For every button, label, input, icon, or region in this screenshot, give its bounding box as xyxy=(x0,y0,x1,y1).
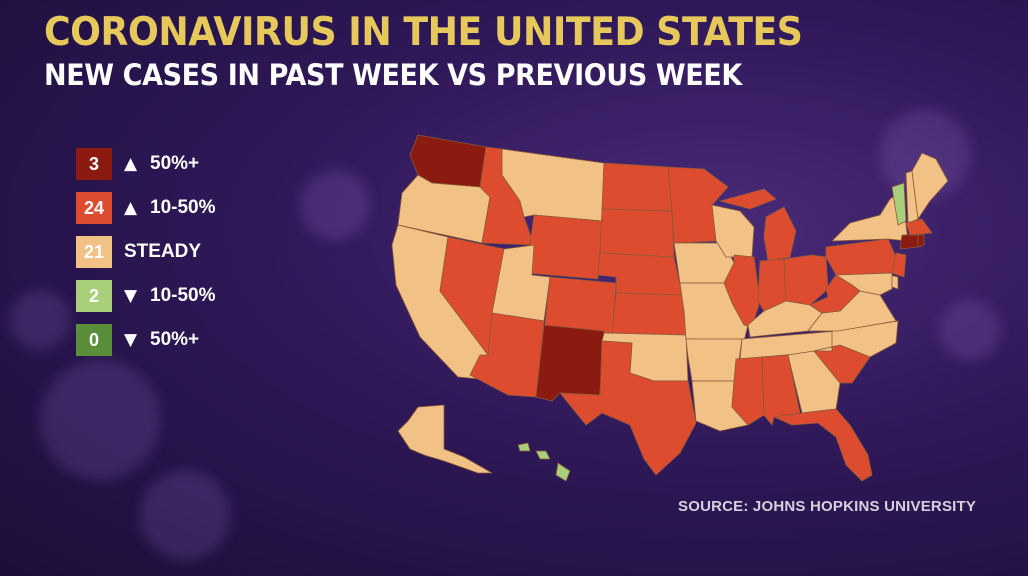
state-VT[interactable] xyxy=(891,182,907,226)
state-FL[interactable] xyxy=(773,408,873,482)
state-SD[interactable] xyxy=(599,208,675,258)
legend-item-down-50: 0 ▼ 50%+ xyxy=(76,324,216,356)
state-IL[interactable] xyxy=(723,254,761,328)
legend-swatch: 2 xyxy=(76,280,112,312)
down-arrow-icon: ▼ xyxy=(124,286,138,306)
legend-label: 10-50% xyxy=(150,285,216,306)
us-map xyxy=(391,134,949,482)
legend-item-up-10-50: 24 ▲ 10-50% xyxy=(76,192,216,224)
state-TX[interactable] xyxy=(559,340,697,476)
state-MI[interactable] xyxy=(719,188,797,262)
legend-item-down-10-50: 2 ▼ 10-50% xyxy=(76,280,216,312)
background-bokeh xyxy=(10,290,70,350)
legend-swatch: 21 xyxy=(76,236,112,268)
legend-swatch: 3 xyxy=(76,148,112,180)
background-bokeh xyxy=(300,170,370,240)
down-arrow-icon: ▼ xyxy=(124,330,138,350)
state-PA[interactable] xyxy=(825,238,897,276)
state-AR[interactable] xyxy=(685,338,743,382)
state-NM[interactable] xyxy=(535,324,605,402)
legend-item-up-50: 3 ▲ 50%+ xyxy=(76,148,216,180)
state-MD[interactable] xyxy=(835,272,893,296)
state-HI[interactable] xyxy=(517,442,571,482)
legend-swatch: 24 xyxy=(76,192,112,224)
background-bokeh xyxy=(940,300,1000,360)
background-bokeh xyxy=(140,470,230,560)
page-title: CORONAVIRUS IN THE UNITED STATES xyxy=(44,10,803,55)
state-WY[interactable] xyxy=(525,214,603,280)
background-bokeh xyxy=(40,360,160,480)
legend-label: 50%+ xyxy=(150,329,200,350)
state-ND[interactable] xyxy=(601,162,673,212)
legend-item-steady: 21 STEADY xyxy=(76,236,216,268)
state-KY[interactable] xyxy=(747,300,823,338)
up-arrow-icon: ▲ xyxy=(124,154,138,174)
legend-label: 10-50% xyxy=(150,197,216,218)
state-NJ[interactable] xyxy=(891,252,907,278)
state-OH[interactable] xyxy=(783,254,829,306)
legend-label: 50%+ xyxy=(150,153,200,174)
state-KS[interactable] xyxy=(611,292,687,336)
legend: 3 ▲ 50%+ 24 ▲ 10-50% 21 STEADY 2 ▼ 10-50… xyxy=(76,148,216,368)
up-arrow-icon: ▲ xyxy=(124,198,138,218)
state-CT[interactable] xyxy=(899,234,919,250)
state-ME[interactable] xyxy=(911,152,949,220)
legend-swatch: 0 xyxy=(76,324,112,356)
state-AK[interactable] xyxy=(397,404,493,474)
state-MA[interactable] xyxy=(905,218,933,236)
legend-label: STEADY xyxy=(124,241,202,262)
state-RI[interactable] xyxy=(917,234,925,248)
state-GA[interactable] xyxy=(787,350,841,414)
page-subtitle: NEW CASES IN PAST WEEK VS PREVIOUS WEEK xyxy=(44,58,742,92)
state-NC[interactable] xyxy=(813,320,899,358)
source-credit: SOURCE: JOHNS HOPKINS UNIVERSITY xyxy=(678,498,977,515)
